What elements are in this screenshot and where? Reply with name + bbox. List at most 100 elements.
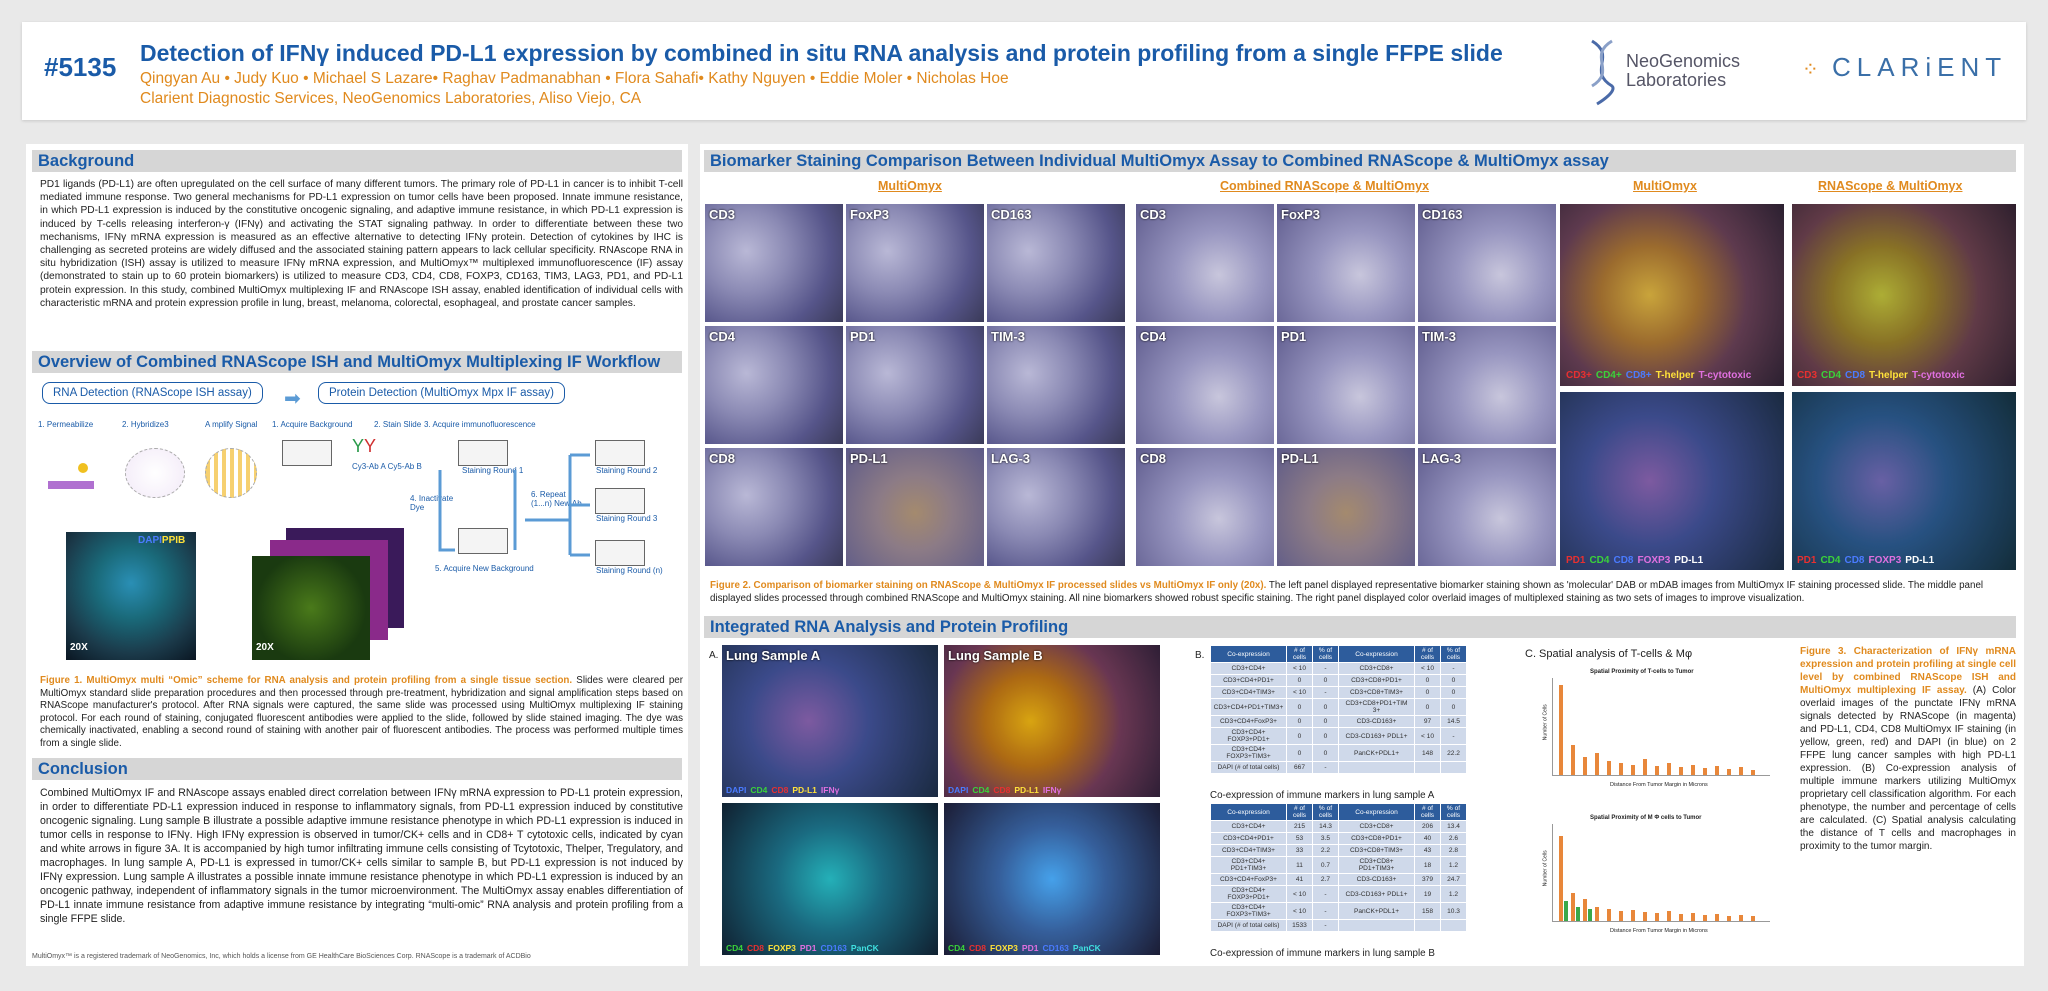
table-cell: 2.7 bbox=[1312, 873, 1339, 886]
bar bbox=[1571, 745, 1575, 775]
legend-item: CD163 bbox=[1042, 943, 1069, 953]
neogenomics-logo: NeoGenomics Laboratories bbox=[1582, 36, 1762, 106]
table-cell: 0 bbox=[1312, 744, 1339, 762]
table-cell: - bbox=[1312, 662, 1339, 675]
marker-tile-tim-3: TIM-3 bbox=[987, 326, 1125, 444]
marker-label: CD3 bbox=[1140, 207, 1167, 222]
marker-tile-cd4: CD4 bbox=[705, 326, 843, 444]
clarient-logo: ⁘ CLARiENT bbox=[1802, 52, 2007, 83]
table-cell: CD3-CD163+ bbox=[1338, 873, 1415, 886]
legend-item: CD3+ bbox=[1566, 370, 1592, 381]
marker-label: PD1 bbox=[850, 329, 876, 344]
table-cell: CD3+CD4+PD1+TIM3+ bbox=[1210, 698, 1287, 716]
subheading-multiomyx-2: MultiOmyx bbox=[1633, 179, 1697, 193]
background-slide bbox=[282, 440, 332, 466]
figure-2-caption: Figure 2. Comparison of biomarker staini… bbox=[710, 580, 1984, 604]
antibody-icon: YY bbox=[352, 436, 377, 456]
step-hybridize: 2. Hybridize3 bbox=[122, 420, 169, 429]
bar bbox=[1703, 768, 1707, 775]
table-cell: 2.2 bbox=[1312, 844, 1339, 857]
marker-label: CD163 bbox=[1422, 207, 1463, 222]
table-cell: CD3+CD4+FoxP3+ bbox=[1210, 873, 1287, 886]
table-header: Co-expression bbox=[1210, 645, 1287, 663]
legend-overlay-top-right: CD3 CD4 CD8 T-helper T-cytotoxic bbox=[1797, 370, 1969, 381]
table-cell: CD3+CD4+FoxP3+ bbox=[1210, 715, 1287, 728]
table-row: CD3+CD4+PD1+ 53 3.5 CD3+CD8+PD1+ 40 2.6 bbox=[1210, 832, 1467, 845]
table-cell: 667 bbox=[1286, 761, 1313, 774]
marker-label: CD3 bbox=[709, 207, 736, 222]
legend-item: CD8 bbox=[771, 785, 789, 795]
poster-title: Detection of IFNγ induced PD-L1 expressi… bbox=[140, 40, 1503, 66]
chart-tcells-xlabel: Distance From Tumor Margin in Microns bbox=[1610, 782, 1708, 788]
bar bbox=[1703, 915, 1707, 921]
bar bbox=[1571, 893, 1575, 921]
table-cell: 1.2 bbox=[1440, 885, 1467, 903]
bar bbox=[1588, 909, 1592, 921]
table-cell: - bbox=[1312, 902, 1339, 920]
table-cell bbox=[1338, 761, 1415, 774]
panel-a-label: A. bbox=[709, 650, 719, 661]
table-cell: CD3+CD4+ FOXP3+PD1+ bbox=[1210, 885, 1287, 903]
table-cell: CD3+CD4+PD1+ bbox=[1210, 832, 1287, 845]
table-a-caption: Co-expression of immune markers in lung … bbox=[1210, 790, 1435, 801]
legend-item: T-helper bbox=[1655, 370, 1695, 381]
dna-helix-icon bbox=[1591, 39, 1615, 106]
marker-tile-cd3: CD3 bbox=[1136, 204, 1274, 322]
staining-round-n-slide bbox=[595, 540, 645, 566]
marker-tile-pd-l1: PD-L1 bbox=[1277, 448, 1415, 566]
table-cell: 2.8 bbox=[1440, 844, 1467, 857]
chart-macrophages-ylabel: Number of Cells bbox=[1542, 850, 1549, 887]
table-cell: 0 bbox=[1286, 744, 1313, 762]
arrow-right-icon: ➡ bbox=[284, 388, 301, 410]
marker-tile-tim-3: TIM-3 bbox=[1418, 326, 1556, 444]
table-cell: < 10 bbox=[1286, 885, 1313, 903]
table-cell: 0 bbox=[1440, 698, 1467, 716]
legend-lung-bottom-a: CD4 CD8 FOXP3 PD1 CD163 PanCK bbox=[726, 943, 883, 953]
legend-item: IFNγ bbox=[1042, 785, 1062, 795]
staining-round-1-slide bbox=[458, 440, 508, 466]
table-b-caption: Co-expression of immune markers in lung … bbox=[1210, 948, 1435, 959]
lung-sample-a-top: Lung Sample A bbox=[722, 645, 938, 797]
table-cell: < 10 bbox=[1414, 662, 1441, 675]
table-cell: CD3-CD163+ PDL1+ bbox=[1338, 727, 1415, 745]
chart-macrophages-plot bbox=[1552, 824, 1770, 922]
legend-item: PD1 bbox=[1566, 555, 1586, 566]
table-cell bbox=[1414, 761, 1441, 774]
chart-tcells: Spatial Proximity of T-cells to Tumor Nu… bbox=[1530, 666, 1780, 792]
background-heading: Background bbox=[32, 150, 682, 172]
legend-item: PD-L1 bbox=[792, 785, 817, 795]
bar bbox=[1631, 765, 1635, 775]
table-row: CD3+CD4+TIM3+ < 10- CD3+CD8+TIM3+ 0 0 bbox=[1210, 686, 1467, 699]
table-cell: 1533 bbox=[1286, 919, 1313, 932]
chart-macrophages: Spatial Proximity of M Φ cells to Tumor … bbox=[1530, 812, 1780, 942]
legend-item: PD1 bbox=[1797, 555, 1817, 566]
table-cell: 0 bbox=[1286, 715, 1313, 728]
table-cell: - bbox=[1440, 727, 1467, 745]
table-cell: 0 bbox=[1286, 727, 1313, 745]
table-cell: DAPI (# of total cells) bbox=[1210, 761, 1287, 774]
table-cell: CD3+CD8+TIM3+ bbox=[1338, 844, 1415, 857]
table-cell: CD3+CD4+ bbox=[1210, 662, 1287, 675]
bar bbox=[1739, 915, 1743, 921]
figure-3-caption: Figure 3. Characterization of IFNγ mRNA … bbox=[1800, 646, 2016, 852]
lung-sample-b-bottom bbox=[944, 803, 1160, 955]
marker-tile-lag-3: LAG-3 bbox=[1418, 448, 1556, 566]
rna-detection-box: RNA Detection (RNAScope ISH assay) bbox=[42, 382, 263, 404]
staining-round-2-slide bbox=[595, 440, 645, 466]
bar bbox=[1715, 914, 1719, 921]
marker-tile-lag-3: LAG-3 bbox=[987, 448, 1125, 566]
table-header: Co-expression bbox=[1338, 645, 1415, 663]
table-cell: CD3+CD4+TIM3+ bbox=[1210, 844, 1287, 857]
bar bbox=[1643, 912, 1647, 921]
marker-label: CD8 bbox=[1140, 451, 1167, 466]
chart-macrophages-xlabel: Distance From Tumor Margin in Microns bbox=[1610, 928, 1708, 934]
table-header: % of cells bbox=[1312, 803, 1339, 821]
table-cell: CD3+CD4+ FOXP3+TIM3+ bbox=[1210, 902, 1287, 920]
bar bbox=[1643, 759, 1647, 775]
marker-label: PD-L1 bbox=[850, 451, 888, 466]
marker-label: FoxP3 bbox=[850, 207, 890, 222]
table-cell: < 10 bbox=[1286, 902, 1313, 920]
table-cell: CD3+CD4+ FOXP3+TIM3+ bbox=[1210, 744, 1287, 762]
legend-item: FOXP3 bbox=[1868, 555, 1902, 566]
step-permeabilize: 1. Permeabilize bbox=[38, 420, 94, 429]
